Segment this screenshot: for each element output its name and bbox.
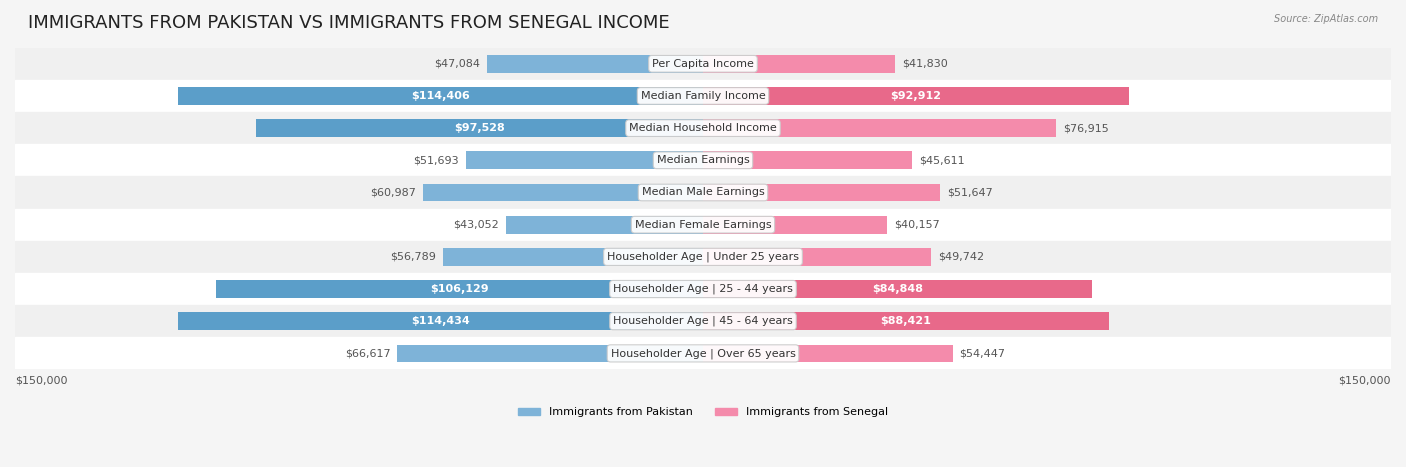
Text: $150,000: $150,000 — [15, 376, 67, 386]
Text: Per Capita Income: Per Capita Income — [652, 59, 754, 69]
Bar — [423, 184, 703, 201]
Bar — [465, 151, 703, 169]
Text: Householder Age | Over 65 years: Householder Age | Over 65 years — [610, 348, 796, 359]
Bar — [703, 87, 1129, 105]
Bar — [217, 280, 703, 298]
Text: $54,447: $54,447 — [960, 348, 1005, 358]
Text: $49,742: $49,742 — [938, 252, 984, 262]
Bar — [179, 87, 703, 105]
Text: Median Earnings: Median Earnings — [657, 156, 749, 165]
Bar — [398, 345, 703, 362]
Bar — [703, 345, 953, 362]
Text: $47,084: $47,084 — [434, 59, 481, 69]
Bar — [256, 119, 703, 137]
Bar — [15, 177, 1391, 209]
Text: $66,617: $66,617 — [344, 348, 391, 358]
Bar — [703, 184, 939, 201]
Text: $56,789: $56,789 — [389, 252, 436, 262]
Text: $51,647: $51,647 — [946, 187, 993, 198]
Text: $84,848: $84,848 — [872, 284, 924, 294]
Bar — [179, 312, 703, 330]
Bar — [15, 337, 1391, 369]
Text: $76,915: $76,915 — [1063, 123, 1108, 133]
Bar — [15, 144, 1391, 177]
Text: $97,528: $97,528 — [454, 123, 505, 133]
Bar — [15, 241, 1391, 273]
Bar — [443, 248, 703, 266]
Text: $40,157: $40,157 — [894, 219, 939, 230]
Bar — [703, 248, 931, 266]
Text: Median Household Income: Median Household Income — [628, 123, 778, 133]
Text: $60,987: $60,987 — [371, 187, 416, 198]
Text: $92,912: $92,912 — [890, 91, 942, 101]
Text: IMMIGRANTS FROM PAKISTAN VS IMMIGRANTS FROM SENEGAL INCOME: IMMIGRANTS FROM PAKISTAN VS IMMIGRANTS F… — [28, 14, 669, 32]
Bar — [703, 119, 1056, 137]
Text: Median Male Earnings: Median Male Earnings — [641, 187, 765, 198]
Legend: Immigrants from Pakistan, Immigrants from Senegal: Immigrants from Pakistan, Immigrants fro… — [513, 403, 893, 422]
Bar — [703, 216, 887, 234]
Text: Median Female Earnings: Median Female Earnings — [634, 219, 772, 230]
Bar — [486, 55, 703, 73]
Text: Householder Age | Under 25 years: Householder Age | Under 25 years — [607, 252, 799, 262]
Bar — [15, 112, 1391, 144]
Bar — [15, 48, 1391, 80]
Text: Median Family Income: Median Family Income — [641, 91, 765, 101]
Text: $51,693: $51,693 — [413, 156, 458, 165]
Text: $106,129: $106,129 — [430, 284, 489, 294]
Bar — [15, 80, 1391, 112]
Text: $88,421: $88,421 — [880, 316, 931, 326]
Bar — [703, 55, 894, 73]
Text: $41,830: $41,830 — [901, 59, 948, 69]
Bar — [15, 209, 1391, 241]
Text: $45,611: $45,611 — [920, 156, 965, 165]
Text: $43,052: $43,052 — [453, 219, 499, 230]
Text: Source: ZipAtlas.com: Source: ZipAtlas.com — [1274, 14, 1378, 24]
Text: Householder Age | 45 - 64 years: Householder Age | 45 - 64 years — [613, 316, 793, 326]
Text: $114,434: $114,434 — [411, 316, 470, 326]
Bar — [703, 151, 912, 169]
Text: $114,406: $114,406 — [411, 91, 470, 101]
Bar — [703, 280, 1092, 298]
Bar — [15, 305, 1391, 337]
Text: $150,000: $150,000 — [1339, 376, 1391, 386]
Bar — [703, 312, 1108, 330]
Text: Householder Age | 25 - 44 years: Householder Age | 25 - 44 years — [613, 284, 793, 294]
Bar — [506, 216, 703, 234]
Bar — [15, 273, 1391, 305]
